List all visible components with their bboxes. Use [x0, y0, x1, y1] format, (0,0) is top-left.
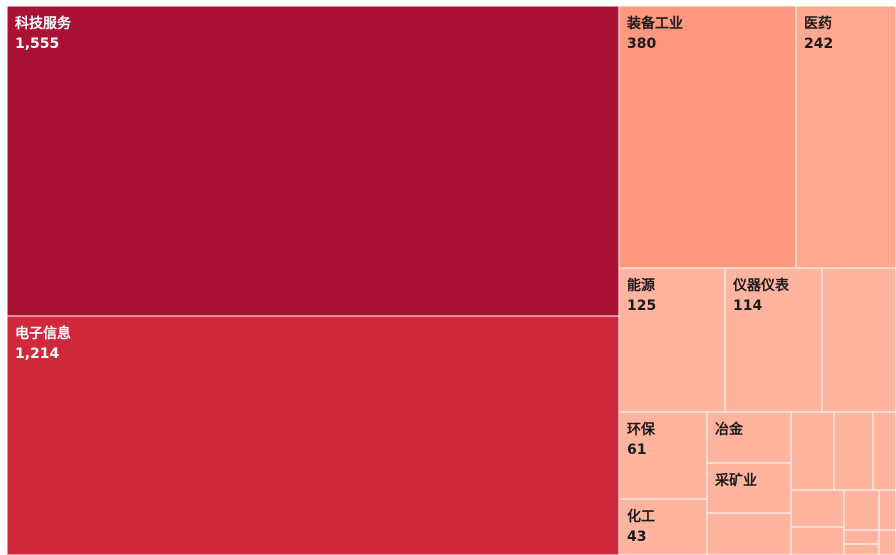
treemap-cell[interactable] — [843, 529, 880, 545]
treemap-cell-rect[interactable] — [821, 267, 896, 413]
treemap-cell-rect[interactable] — [618, 411, 708, 500]
treemap-cell-rect[interactable] — [706, 411, 792, 464]
treemap-cell-value: 114 — [733, 298, 762, 314]
treemap-cell-value: 43 — [627, 529, 646, 545]
treemap-cell-rect[interactable] — [843, 489, 880, 531]
treemap-cell[interactable] — [872, 411, 896, 491]
treemap-cell[interactable] — [790, 489, 845, 528]
treemap-cell-rect[interactable] — [790, 411, 835, 491]
treemap-cell-value: 61 — [627, 442, 646, 458]
treemap-cell-rect[interactable] — [878, 529, 896, 555]
treemap-cell[interactable]: 化工 43 — [618, 498, 708, 555]
treemap-cell-rect[interactable] — [872, 411, 896, 491]
treemap-cell-label: 冶金 — [715, 421, 744, 438]
treemap-cell-rect[interactable] — [878, 489, 896, 531]
treemap-cell[interactable]: 医药 242 — [795, 5, 896, 269]
treemap-cell-label: 电子信息 — [15, 325, 71, 342]
treemap-cell-label: 装备工业 — [626, 15, 683, 32]
treemap-cell-value: 125 — [627, 298, 656, 314]
treemap-cell-value: 1,555 — [15, 36, 59, 52]
treemap-cell-rect[interactable] — [706, 462, 792, 514]
treemap-cell-label: 采矿业 — [714, 472, 757, 489]
treemap-cell[interactable] — [790, 411, 835, 491]
treemap-cell-rect[interactable] — [6, 5, 620, 317]
treemap-cell[interactable]: 能源 125 — [618, 267, 726, 413]
treemap-cell[interactable] — [821, 267, 896, 413]
treemap-cell[interactable] — [878, 529, 896, 555]
treemap-cell-rect[interactable] — [843, 529, 880, 545]
treemap-cell[interactable] — [878, 489, 896, 531]
treemap-cell-label: 化工 — [627, 508, 655, 525]
treemap-cell-value: 1,214 — [15, 346, 60, 362]
treemap-cell[interactable]: 采矿业 — [706, 462, 792, 514]
treemap-cell[interactable]: 环保 61 — [618, 411, 708, 500]
treemap-cell-rect[interactable] — [843, 543, 880, 555]
treemap-cell-rect[interactable] — [790, 489, 845, 528]
treemap-cell-rect[interactable] — [724, 267, 823, 413]
treemap-cell-rect[interactable] — [706, 512, 792, 555]
treemap-cell-label: 环保 — [627, 421, 656, 438]
treemap-cell-label: 能源 — [627, 277, 655, 294]
treemap-cell-label: 科技服务 — [15, 15, 72, 32]
treemap-cell[interactable] — [843, 543, 880, 555]
treemap-cell[interactable]: 科技服务 1,555 — [6, 5, 620, 317]
treemap-cell-rect[interactable] — [6, 315, 620, 555]
treemap-cell-rect[interactable] — [833, 411, 874, 491]
treemap-cell-label: 仪器仪表 — [732, 277, 790, 294]
treemap-cell-rect[interactable] — [618, 5, 797, 269]
treemap-cell-rect[interactable] — [618, 498, 708, 555]
treemap-cell-value: 380 — [627, 36, 656, 52]
treemap-cell[interactable] — [706, 512, 792, 555]
treemap-cell[interactable] — [790, 526, 845, 555]
treemap-cell[interactable]: 冶金 — [706, 411, 792, 464]
treemap-cell-label: 医药 — [804, 15, 832, 32]
treemap-cell[interactable]: 装备工业 380 — [618, 5, 797, 269]
treemap-cell[interactable]: 电子信息 1,214 — [6, 315, 620, 555]
treemap-cell[interactable] — [843, 489, 880, 531]
treemap-cell-rect[interactable] — [795, 5, 896, 269]
treemap-cell-value: 242 — [804, 36, 833, 52]
treemap-cell[interactable]: 仪器仪表 114 — [724, 267, 823, 413]
treemap-cell[interactable] — [833, 411, 874, 491]
treemap-cell-rect[interactable] — [790, 526, 845, 555]
